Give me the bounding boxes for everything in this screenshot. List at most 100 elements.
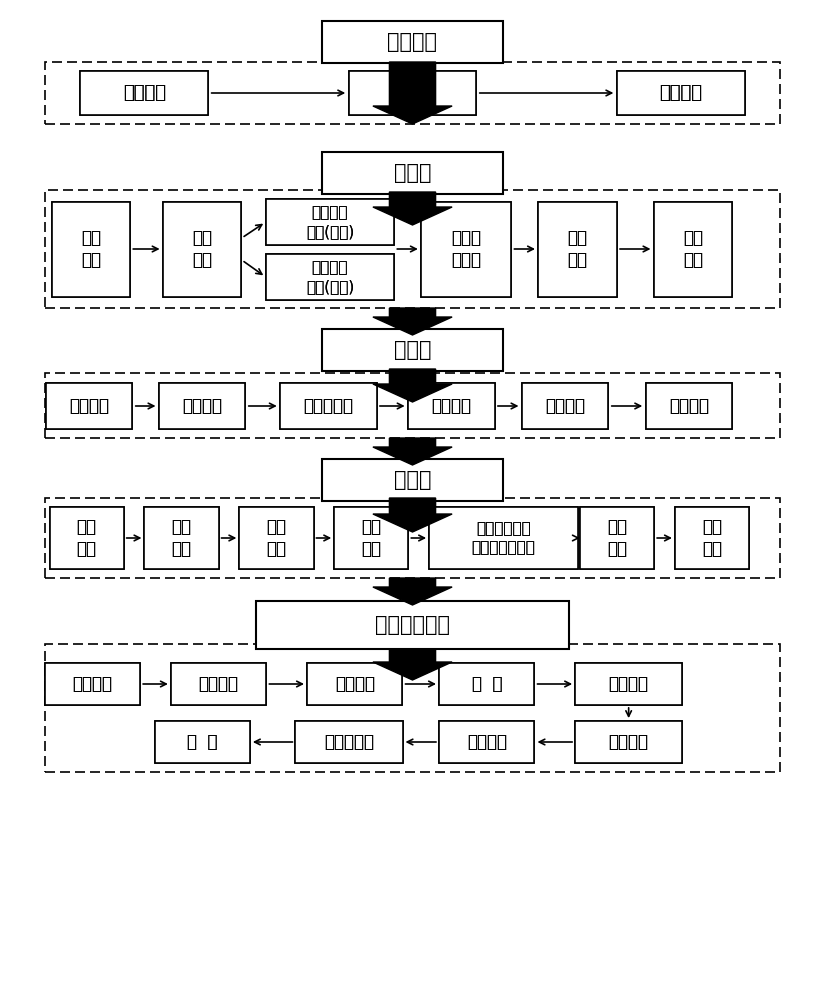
Text: 浅翻种植
玉米(山地): 浅翻种植 玉米(山地) [306, 205, 354, 239]
Text: 调节温湿: 调节温湿 [609, 675, 648, 693]
Bar [256, 601, 569, 649]
Bar [80, 71, 208, 115]
Bar [575, 663, 682, 705]
Text: 荫棚管理: 荫棚管理 [467, 733, 507, 751]
Bar [239, 507, 314, 569]
Text: 揭膜除草: 揭膜除草 [199, 675, 238, 693]
Text: 暴晒炕土: 暴晒炕土 [391, 84, 434, 102]
Text: 麦秆
还田: 麦秆 还田 [77, 518, 97, 558]
Bar [46, 383, 133, 428]
Bar [46, 383, 133, 428]
Bar [158, 383, 246, 428]
Bar [172, 663, 266, 705]
Bar [45, 190, 780, 308]
Text: 整地
做畦: 整地 做畦 [702, 518, 722, 558]
Text: 清理除杂: 清理除杂 [123, 84, 166, 102]
Bar [163, 202, 241, 296]
Bar [334, 507, 408, 569]
Bar [45, 62, 780, 124]
Text: 淋洗
盐分: 淋洗 盐分 [81, 229, 101, 269]
Bar [439, 721, 535, 763]
Bar [348, 71, 477, 115]
Bar [421, 202, 512, 296]
Bar [429, 507, 578, 569]
Text: 采收当年: 采收当年 [388, 32, 437, 52]
Bar [172, 663, 266, 705]
Polygon shape [373, 438, 452, 465]
Bar [45, 373, 780, 438]
Bar [144, 507, 219, 569]
Text: 秸秆还田: 秸秆还田 [431, 397, 471, 415]
Bar [239, 507, 314, 569]
Text: 土壤炕晒: 土壤炕晒 [182, 397, 222, 415]
Bar [521, 383, 609, 428]
Text: 种植
陆稻: 种植 陆稻 [266, 518, 286, 558]
Bar [307, 663, 403, 705]
Bar [280, 383, 377, 428]
Text: 淋洗
盐分: 淋洗 盐分 [81, 229, 101, 269]
Bar [266, 199, 394, 245]
Bar [439, 721, 535, 763]
Text: 病虫害防治: 病虫害防治 [324, 733, 374, 751]
Text: 清理除杂: 清理除杂 [123, 84, 166, 102]
Bar [675, 507, 749, 569]
Polygon shape [373, 369, 452, 402]
Polygon shape [373, 498, 452, 532]
Text: 种植
绿肥: 种植 绿肥 [683, 229, 703, 269]
Text: 石灰
调酸: 石灰 调酸 [192, 229, 212, 269]
Text: 暴晒炕土: 暴晒炕土 [391, 84, 434, 102]
Bar [322, 329, 503, 371]
Text: 定植三七: 定植三七 [73, 675, 112, 693]
Bar [45, 644, 780, 772]
Text: 施用土壤调理
剂、专用肥、石: 施用土壤调理 剂、专用肥、石 [471, 521, 535, 555]
Text: 三七田间管理: 三七田间管理 [375, 615, 450, 635]
Text: 浅翻种植
玉米(山地): 浅翻种植 玉米(山地) [306, 205, 354, 239]
Text: 翻压绿肥: 翻压绿肥 [69, 397, 109, 415]
Bar [645, 383, 733, 428]
Bar [348, 71, 477, 115]
Bar [538, 202, 617, 296]
Bar [617, 71, 744, 115]
Bar [675, 507, 749, 569]
Bar [280, 383, 377, 428]
Bar [575, 663, 682, 705]
Bar [575, 721, 682, 763]
Bar [322, 21, 503, 63]
Text: 土壤
炕晒: 土壤 炕晒 [172, 518, 191, 558]
Bar [580, 507, 654, 569]
Text: 种植小麦: 种植小麦 [669, 397, 709, 415]
Text: 种植万寿菊: 种植万寿菊 [304, 397, 353, 415]
Bar [158, 383, 246, 428]
Polygon shape [373, 62, 452, 124]
Text: 深翻
炕晒: 深翻 炕晒 [361, 518, 381, 558]
Text: 土壤炕晒: 土壤炕晒 [182, 397, 222, 415]
Bar [617, 71, 744, 115]
Bar [295, 721, 403, 763]
Bar [266, 199, 394, 245]
Text: 采  收: 采 收 [187, 733, 217, 751]
Bar [50, 507, 124, 569]
Text: 病虫害防治: 病虫害防治 [324, 733, 374, 751]
Polygon shape [373, 578, 452, 605]
Text: 蓄水种植
水稻(平坝): 蓄水种植 水稻(平坝) [306, 260, 354, 294]
Text: 深翻
炕晒: 深翻 炕晒 [568, 229, 587, 269]
Text: 打桩
建棚: 打桩 建棚 [607, 518, 627, 558]
Text: 调节温湿: 调节温湿 [609, 675, 648, 693]
Bar [295, 721, 403, 763]
Bar [334, 507, 408, 569]
Bar [408, 383, 495, 428]
Polygon shape [373, 192, 452, 225]
Text: 定植三七: 定植三七 [73, 675, 112, 693]
Text: 打桩
建棚: 打桩 建棚 [607, 518, 627, 558]
Text: 灌溉排水: 灌溉排水 [335, 675, 375, 693]
Text: 蓄水种植
水稻(平坝): 蓄水种植 水稻(平坝) [306, 260, 354, 294]
Text: 越冬管理: 越冬管理 [609, 733, 648, 751]
Bar [266, 254, 394, 300]
Text: 采  收: 采 收 [187, 733, 217, 751]
Text: 第一年: 第一年 [394, 163, 431, 183]
Polygon shape [373, 308, 452, 335]
Bar [580, 507, 654, 569]
Text: 种植
绿肥: 种植 绿肥 [683, 229, 703, 269]
Text: 秸秆焚
烧炕土: 秸秆焚 烧炕土 [451, 229, 481, 269]
Text: 霜冻杀菌: 霜冻杀菌 [659, 84, 702, 102]
